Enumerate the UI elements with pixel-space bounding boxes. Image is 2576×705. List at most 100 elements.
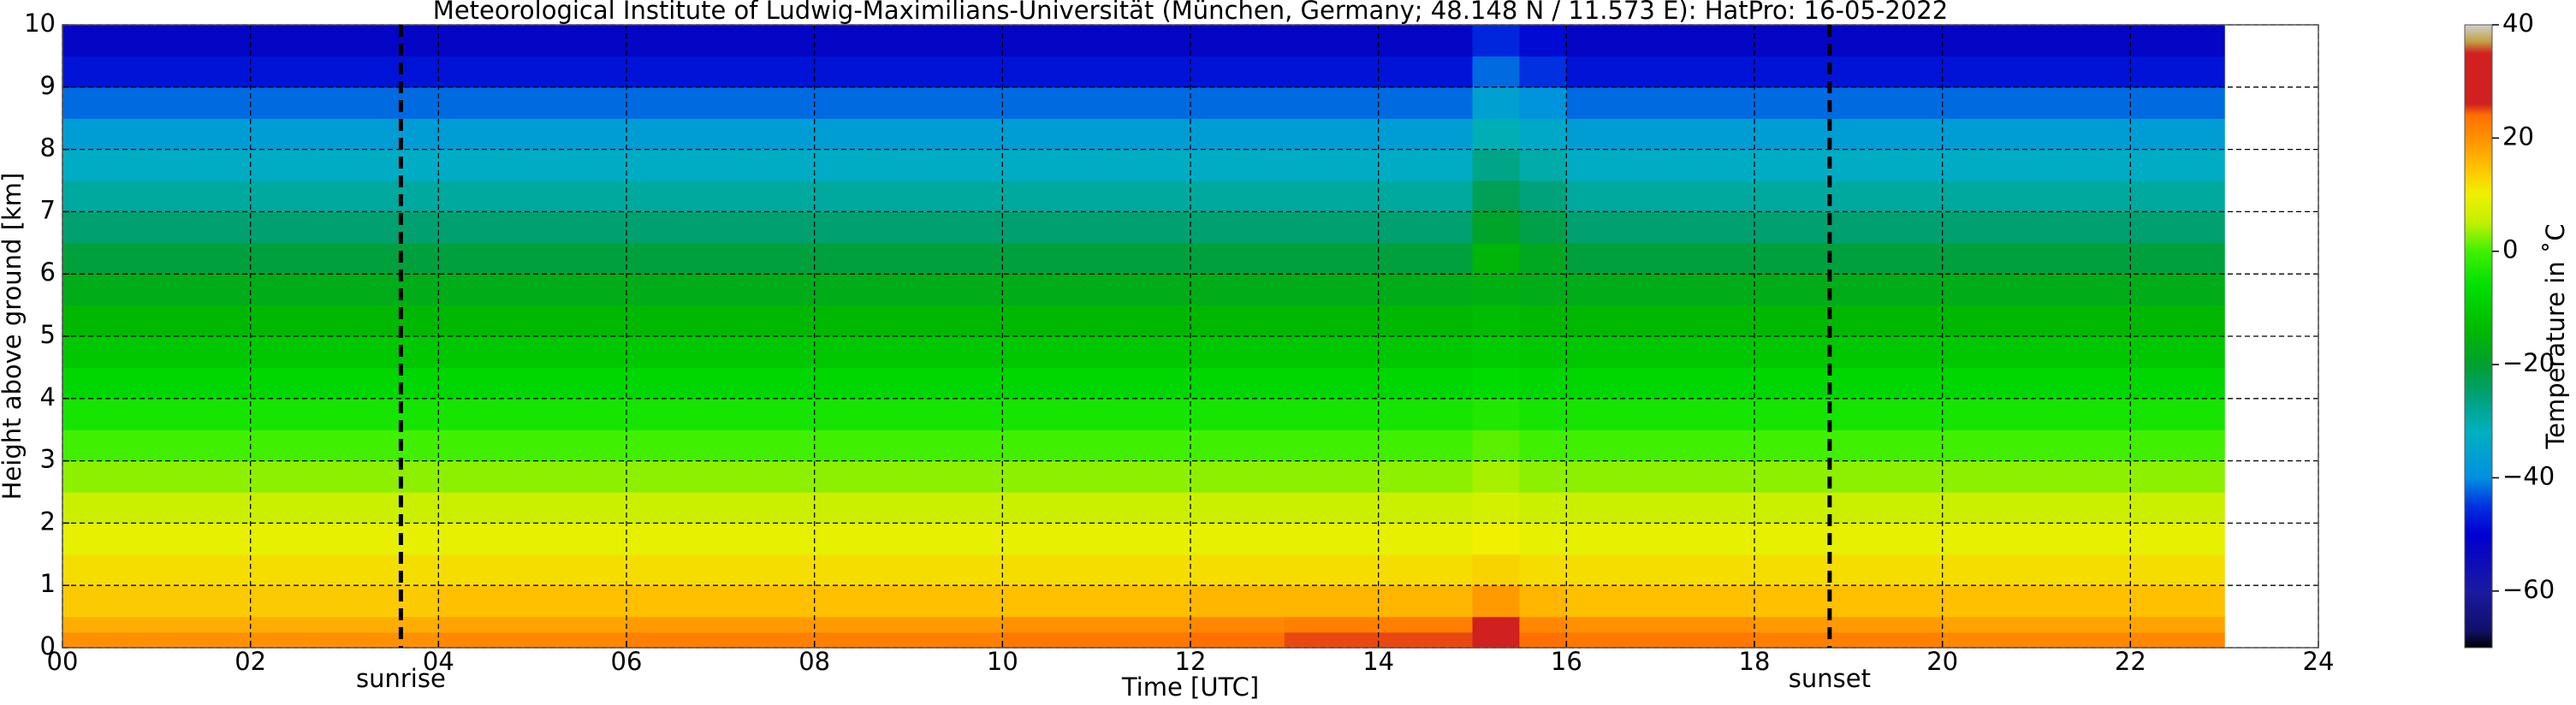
heatmap-cell [1378, 430, 1474, 462]
heatmap-cell [1519, 616, 1567, 633]
heatmap-cell [438, 86, 627, 119]
heatmap-cell [2130, 181, 2225, 212]
heatmap-cell [250, 149, 439, 181]
heatmap-cell [1284, 616, 1380, 633]
heatmap-cell [1472, 367, 1521, 400]
heatmap-cell [1754, 460, 1944, 493]
heatmap-cell [1942, 274, 2131, 306]
heatmap-cell [1284, 554, 1380, 586]
heatmap-cell [1942, 336, 2131, 368]
heatmap-cell [250, 56, 439, 88]
heatmap-cell [1378, 367, 1474, 400]
heatmap-cell [2130, 242, 2225, 275]
heatmap-cell [1519, 460, 1567, 493]
heatmap-cell [1519, 336, 1567, 368]
heatmap-cell [1284, 367, 1380, 400]
heatmap-cell [626, 631, 816, 649]
heatmap-cell [1284, 181, 1380, 212]
heatmap-cell [1190, 631, 1285, 649]
heatmap-cell [626, 492, 816, 524]
heatmap-cell [2130, 56, 2225, 88]
heatmap-cell [1942, 305, 2131, 337]
heatmap-cell [1284, 211, 1380, 244]
heatmap-cell [814, 25, 1003, 56]
heatmap-cell [250, 398, 439, 430]
heatmap-cell [1519, 181, 1567, 212]
heatmap-cell [814, 181, 1003, 212]
heatmap-cell [1472, 211, 1521, 244]
x-tick-label: 14 [1362, 647, 1394, 676]
heatmap-cell [250, 523, 439, 555]
heatmap-cell [1284, 149, 1380, 181]
heatmap-cell [438, 242, 627, 275]
heatmap-cell [1472, 242, 1521, 275]
colorbar-tick-label: −60 [2502, 575, 2555, 604]
heatmap-cell [250, 631, 439, 649]
heatmap-cell [814, 118, 1003, 151]
heatmap-cell [1378, 523, 1474, 555]
heatmap-cell [1754, 25, 1944, 56]
colorbar-tick-label: 40 [2502, 9, 2534, 38]
heatmap-cell [1284, 430, 1380, 462]
heatmap-cell [1472, 398, 1521, 430]
heatmap-cell [62, 118, 252, 151]
heatmap-cell [1190, 274, 1285, 306]
heatmap-cell [1566, 242, 1755, 275]
heatmap-cell [1754, 211, 1944, 244]
annotation-label: sunrise [356, 664, 446, 693]
heatmap-cell [2130, 211, 2225, 244]
heatmap-cell [1519, 149, 1567, 181]
heatmap-cell [1190, 86, 1285, 119]
y-tick-label: 1 [40, 569, 56, 598]
heatmap-cell [1472, 25, 1521, 56]
heatmap-cell [626, 585, 816, 618]
heatmap-cell [62, 149, 252, 181]
heatmap-cell [62, 616, 252, 633]
heatmap-cell [1378, 336, 1474, 368]
heatmap-cell [1942, 398, 2131, 430]
heatmap-cell [250, 86, 439, 119]
x-tick-label: 08 [798, 647, 830, 676]
heatmap-cell [814, 274, 1003, 306]
heatmap-cell [1472, 336, 1521, 368]
heatmap-cell [626, 430, 816, 462]
heatmap-cell [62, 242, 252, 275]
heatmap-cell [1284, 585, 1380, 618]
heatmap-cell [2130, 86, 2225, 119]
heatmap-cell [62, 336, 252, 368]
heatmap-cell [1284, 492, 1380, 524]
heatmap-cell [1002, 149, 1191, 181]
heatmap-cell [1942, 523, 2131, 555]
heatmap-cell [2130, 492, 2225, 524]
heatmap-cell [1378, 149, 1474, 181]
heatmap-cell [1942, 554, 2131, 586]
x-tick-label: 18 [1739, 647, 1771, 676]
heatmap-cell [438, 181, 627, 212]
heatmap-cell [626, 523, 816, 555]
heatmap-cell [814, 460, 1003, 493]
heatmap-cell [1284, 56, 1380, 88]
heatmap-cell [250, 305, 439, 337]
heatmap-cell [438, 118, 627, 151]
heatmap-cell [1190, 430, 1285, 462]
heatmap-cell [626, 25, 816, 56]
heatmap-cell [1754, 336, 1944, 368]
heatmap-cell [1190, 585, 1285, 618]
heatmap-cell [2130, 336, 2225, 368]
heatmap-cell [1284, 86, 1380, 119]
heatmap-cell [1190, 460, 1285, 493]
heatmap-cell [1942, 585, 2131, 618]
heatmap-cell [1519, 398, 1567, 430]
heatmap-cell [1472, 56, 1521, 88]
heatmap-cell [1942, 631, 2131, 649]
colorbar-tick-label: −40 [2502, 461, 2555, 490]
colorbar-label: Temperature in ˚C [2541, 223, 2570, 449]
heatmap-cell [1472, 149, 1521, 181]
heatmap-cell [1472, 274, 1521, 306]
heatmap-cell [1002, 181, 1191, 212]
heatmap-cell [814, 585, 1003, 618]
colorbar-tick-label: 0 [2502, 235, 2518, 264]
heatmap-cell [1566, 86, 1755, 119]
heatmap-cell [1519, 274, 1567, 306]
heatmap-cell [626, 86, 816, 119]
